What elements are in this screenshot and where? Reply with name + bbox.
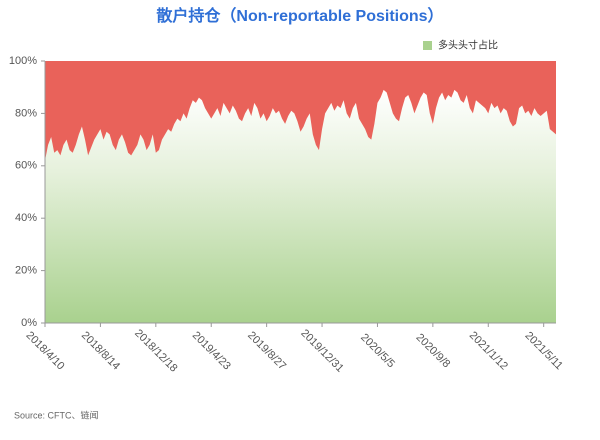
y-tick-label: 80% [15, 107, 37, 119]
y-tick-label: 20% [15, 265, 37, 277]
y-tick-label: 40% [15, 212, 37, 224]
y-tick-label: 100% [9, 55, 37, 67]
x-tick-label: 2019/12/31 [298, 327, 345, 374]
x-tick-label: 2020/5/5 [358, 332, 397, 371]
x-tick-label: 2018/4/10 [24, 329, 67, 372]
x-tick-label: 2019/4/23 [190, 329, 233, 372]
legend-swatch [423, 41, 432, 50]
x-tick-label: 2018/12/18 [132, 327, 179, 374]
x-tick-label: 2020/9/8 [414, 332, 453, 371]
chart-title: 散户持仓（Non-reportable Positions） [156, 6, 443, 25]
area [45, 89, 556, 323]
x-tick-label: 2021/1/12 [467, 329, 510, 372]
legend-label: 多头头寸占比 [438, 39, 498, 52]
x-tick-label: 2019/8/27 [245, 329, 288, 372]
y-tick-label: 60% [15, 160, 37, 172]
y-tick-label: 0% [21, 317, 37, 329]
source: Source: CFTC、链闻 [14, 409, 99, 420]
x-tick-label: 2018/8/14 [79, 329, 122, 372]
x-tick-label: 2021/5/11 [522, 330, 565, 373]
